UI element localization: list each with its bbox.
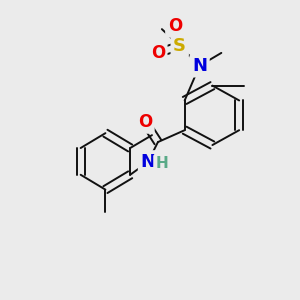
Text: S: S [173,37,186,55]
Text: O: O [168,17,182,35]
Text: O: O [151,44,165,62]
Text: N: N [192,57,207,75]
Text: O: O [138,113,152,131]
Text: N: N [140,153,155,171]
Text: H: H [155,156,168,171]
